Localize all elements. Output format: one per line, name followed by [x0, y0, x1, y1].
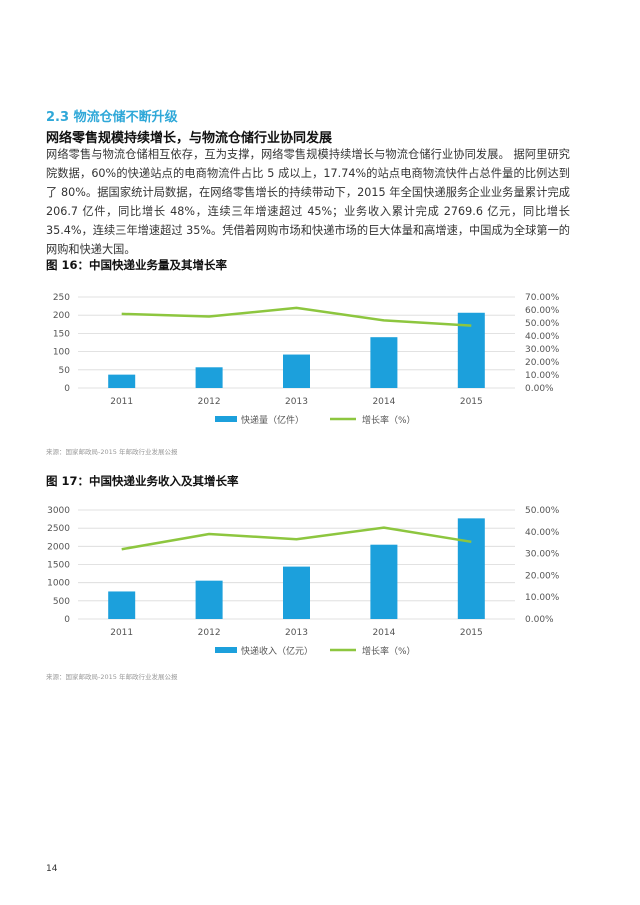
y-right-tick-label: 60.00%: [525, 306, 560, 316]
body-paragraph: 网络零售与物流仓储相互依存，互为支撑，网络零售规模持续增长与物流仓储行业协同发展…: [46, 148, 570, 256]
y-left-tick-label: 200: [53, 311, 70, 321]
y-right-tick-label: 0.00%: [525, 384, 554, 394]
y-right-tick-label: 20.00%: [525, 571, 560, 581]
legend-bar-label: 快递量（亿件）: [241, 414, 304, 426]
y-left-tick-label: 0: [64, 615, 70, 625]
page-number: 14: [46, 864, 58, 874]
x-tick-label: 2014: [372, 628, 395, 638]
y-left-tick-label: 1000: [47, 579, 70, 589]
y-left-tick-label: 50: [59, 366, 71, 376]
section-heading: 2.3 物流仓储不断升级: [46, 106, 178, 125]
figure-16-chart: 0 50 100 150 200 250 0.00% 10.00% 20.00% 30.00% 40…: [53, 293, 560, 426]
y-right-tick-label: 10.00%: [525, 593, 560, 603]
bar-2011: [108, 591, 136, 619]
bar-2013: [283, 354, 310, 388]
y-left-tick-label: 150: [53, 329, 70, 339]
y-right-tick-label: 20.00%: [525, 358, 560, 368]
y-left-tick-label: 2500: [47, 524, 70, 534]
x-tick-label: 2015: [460, 397, 483, 407]
bar-2012: [195, 580, 223, 619]
figure-17-chart: 0 500 1000 1500 2000 2500 3000 0.00% 10.00% 20.00…: [47, 506, 560, 657]
x-tick-label: 2013: [285, 397, 308, 407]
y-right-tick-label: 50.00%: [525, 506, 560, 516]
bar-2014: [370, 337, 398, 388]
legend-line-label: 增长率（%）: [362, 645, 416, 657]
y-left-tick-label: 100: [53, 348, 70, 358]
y-left-tick-label: 0: [64, 384, 70, 394]
y-left-tick-label: 1500: [47, 561, 70, 571]
y-right-tick-label: 50.00%: [525, 319, 560, 329]
x-tick-label: 2013: [285, 628, 308, 638]
section-number: 2.3: [46, 110, 70, 125]
x-tick-label: 2012: [198, 628, 221, 638]
figure-17-title: 图 17：中国快递业务收入及其增长率: [46, 474, 239, 488]
subsection-title: 网络零售规模持续增长，与物流仓储行业协同发展: [46, 131, 333, 146]
y-right-tick-label: 10.00%: [525, 371, 560, 381]
y-left-tick-label: 3000: [47, 506, 70, 516]
y-left-tick-label: 250: [53, 293, 70, 303]
bar-2014: [370, 544, 398, 619]
y-left-tick-label: 2000: [47, 542, 70, 552]
x-tick-label: 2012: [198, 397, 221, 407]
section-title: 物流仓储不断升级: [73, 110, 178, 125]
y-right-tick-label: 0.00%: [525, 615, 554, 625]
bar-2015: [457, 518, 485, 619]
y-right-tick-label: 70.00%: [525, 293, 560, 303]
figure-16-source: 来源：国家邮政局-2015 年邮政行业发展公报: [46, 448, 178, 456]
figure-16-title: 图 16：中国快递业务量及其增长率: [46, 258, 228, 272]
y-right-tick-label: 40.00%: [525, 332, 560, 342]
legend-bar-swatch: [215, 416, 237, 422]
x-tick-label: 2011: [110, 397, 133, 407]
y-right-tick-label: 40.00%: [525, 528, 560, 538]
x-tick-label: 2014: [372, 397, 395, 407]
x-tick-label: 2011: [110, 628, 133, 638]
legend-bar-label: 快递收入（亿元）: [241, 645, 313, 657]
legend-line-label: 增长率（%）: [362, 414, 416, 426]
bar-2012: [195, 367, 223, 388]
bar-2013: [283, 566, 310, 619]
x-tick-label: 2015: [460, 628, 483, 638]
y-right-tick-label: 30.00%: [525, 345, 560, 355]
bar-2011: [108, 374, 136, 388]
legend-bar-swatch: [215, 647, 237, 653]
y-right-tick-label: 30.00%: [525, 550, 560, 560]
figure-17-source: 来源：国家邮政局-2015 年邮政行业发展公报: [46, 673, 178, 681]
growth-rate-line: [121, 306, 472, 327]
y-left-tick-label: 500: [53, 597, 70, 607]
